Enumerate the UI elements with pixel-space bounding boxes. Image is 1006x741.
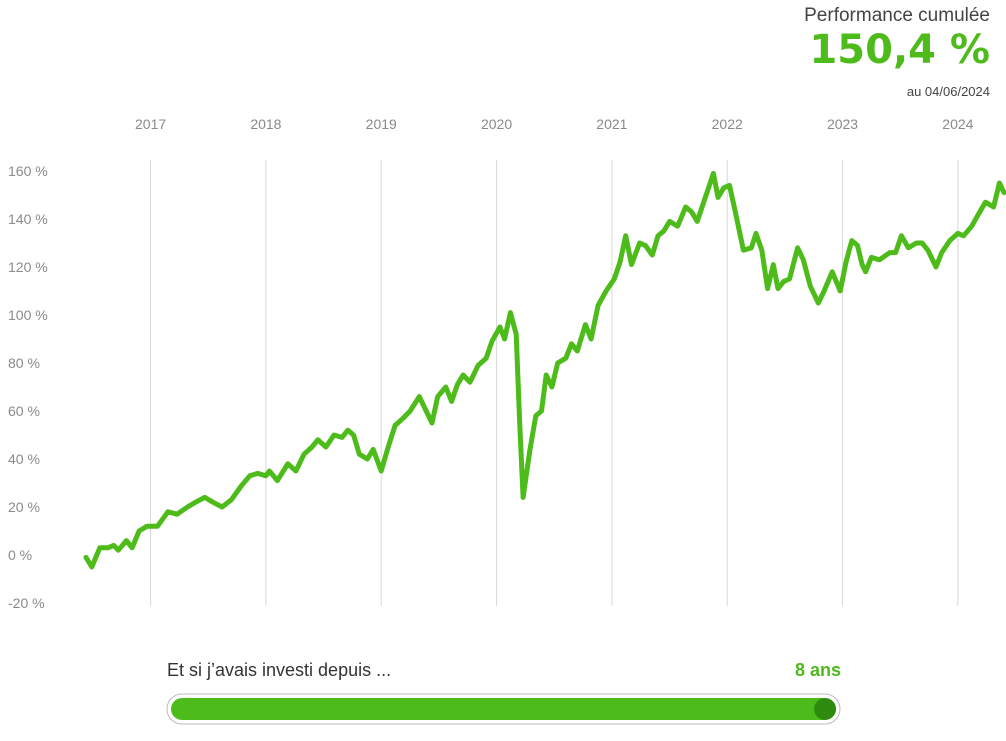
x-tick-label: 2021 [596, 116, 627, 132]
x-tick-label: 2022 [712, 116, 743, 132]
y-tick-label: 100 % [8, 307, 48, 323]
slider-fill [171, 698, 836, 720]
x-tick-label: 2019 [366, 116, 397, 132]
y-tick-label: 40 % [8, 451, 40, 467]
plot: 2017 2018 2019 2020 2021 2022 2023 2024 -20 % 0 %… [8, 116, 1006, 611]
y-tick-label: 120 % [8, 259, 48, 275]
y-tick-label: 80 % [8, 355, 40, 371]
slider-label: Et si j’avais investi depuis ... [167, 660, 391, 680]
header-title: Performance cumulée [804, 5, 990, 26]
x-tick-label: 2024 [942, 116, 973, 132]
y-tick-label: 140 % [8, 211, 48, 227]
header-value: 150,4 % [809, 27, 990, 73]
line [83, 170, 1006, 570]
x-tick-label: 2017 [135, 116, 166, 132]
y-tick-label: -20 % [8, 595, 45, 611]
y-tick-label: 60 % [8, 403, 40, 419]
y-tick-label: 0 % [8, 547, 32, 563]
header-date: au 04/06/2024 [907, 84, 990, 99]
x-tick-label: 2023 [827, 116, 858, 132]
y-tick-label: 20 % [8, 499, 40, 515]
slider-value: 8 ans [795, 660, 841, 680]
x-tick-label: 2018 [250, 116, 281, 132]
x-tick-label: 2020 [481, 116, 512, 132]
slider-knob[interactable] [814, 698, 836, 720]
y-tick-label: 160 % [8, 163, 48, 179]
